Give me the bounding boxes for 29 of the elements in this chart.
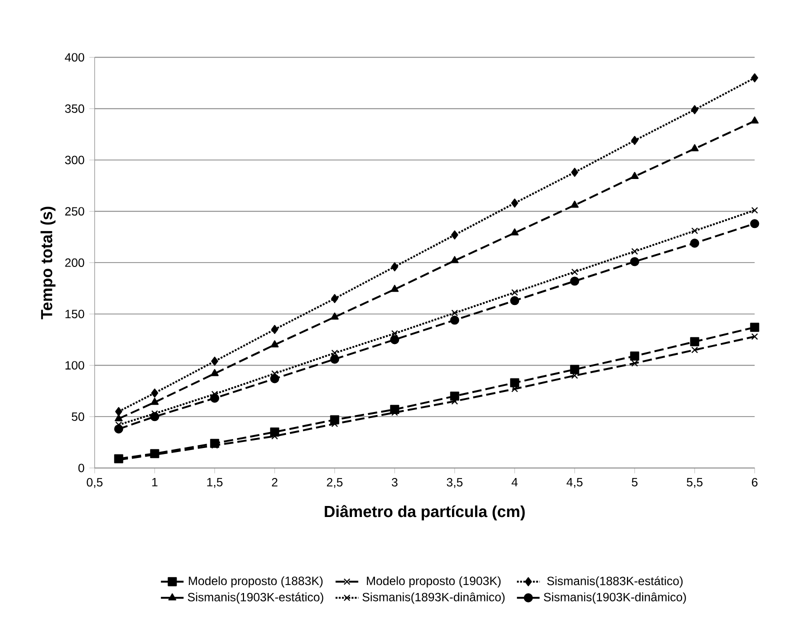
y-tick-label: 150: [66, 310, 84, 318]
y-tick-label: 50: [72, 412, 84, 421]
y-axis-title: Tempo total (s): [40, 206, 56, 320]
y-tick-label: 250: [65, 207, 84, 216]
y-tick-label: 0: [78, 464, 84, 472]
x-tick-label: 4: [512, 478, 518, 486]
legend-label: Sismanis(1903K-dinâmico): [544, 592, 686, 604]
legend-label: Sismanis(1883K-estático): [547, 576, 683, 588]
y-tick-label: 100: [66, 361, 84, 370]
x-tick-label: 2: [272, 478, 278, 486]
x-tick-label: 1,5: [207, 478, 223, 488]
legend-label: Modelo proposto (1903K): [366, 576, 501, 588]
legend-label: Sismanis(1893K-dinâmico): [362, 592, 505, 604]
y-tick-label: 400: [64, 53, 84, 62]
x-tick-label: 5,5: [686, 478, 702, 488]
x-tick-label: 0,5: [86, 478, 103, 488]
x-tick-label: 4,5: [566, 478, 582, 488]
x-tick-label: 3,5: [446, 478, 463, 488]
y-tick-label: 350: [65, 104, 84, 113]
x-tick-label: 3: [392, 478, 398, 487]
x-tick-label: 2,5: [326, 478, 343, 488]
y-tick-label: 200: [65, 258, 84, 267]
x-tick-label: 6: [752, 478, 758, 487]
x-tick-label: 5: [632, 478, 638, 486]
x-axis-title: Diâmetro da partícula (cm): [324, 505, 525, 520]
x-tick-label: 1: [152, 478, 158, 486]
legend-label: Modelo proposto (1883K): [188, 576, 323, 588]
y-tick-label: 300: [65, 156, 84, 164]
legend-label: Sismanis(1903K-estático): [188, 592, 324, 604]
